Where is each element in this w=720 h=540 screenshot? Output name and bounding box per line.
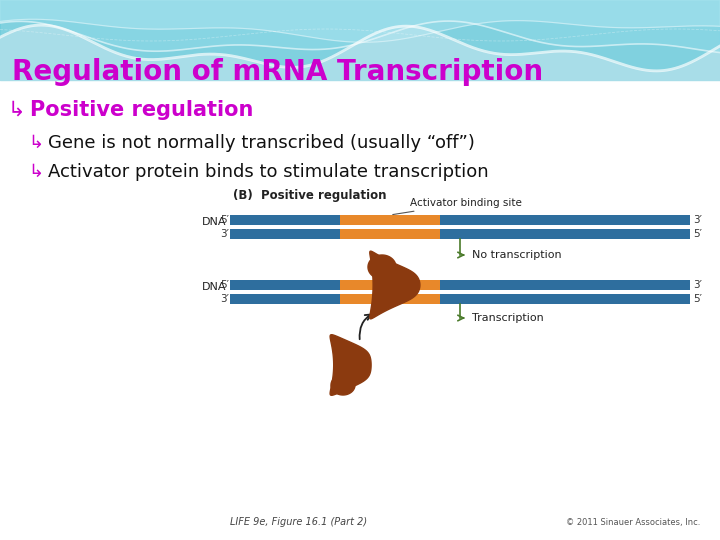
- Text: 3′: 3′: [693, 215, 702, 225]
- Text: 3′: 3′: [693, 280, 702, 290]
- Text: ↳: ↳: [8, 100, 25, 120]
- Bar: [340, 280, 440, 290]
- Text: 5′: 5′: [693, 294, 702, 304]
- Text: Regulation of mRNA Transcription: Regulation of mRNA Transcription: [12, 58, 543, 86]
- Text: 5′: 5′: [220, 280, 229, 290]
- Bar: [440, 215, 690, 225]
- Polygon shape: [368, 255, 396, 279]
- Bar: [440, 280, 690, 290]
- Bar: [230, 280, 340, 290]
- Bar: [340, 215, 440, 225]
- Text: ↳: ↳: [28, 163, 43, 181]
- Bar: [440, 294, 690, 304]
- Polygon shape: [376, 265, 396, 281]
- Text: No transcription: No transcription: [472, 250, 562, 260]
- Text: Activator binding site: Activator binding site: [392, 198, 522, 214]
- Text: 3′: 3′: [220, 229, 229, 239]
- Text: © 2011 Sinauer Associates, Inc.: © 2011 Sinauer Associates, Inc.: [566, 517, 700, 526]
- Bar: [230, 294, 340, 304]
- Text: Positive regulation: Positive regulation: [30, 100, 253, 120]
- Text: DNA: DNA: [202, 217, 227, 227]
- Bar: [230, 215, 340, 225]
- Text: LIFE 9e, Figure 16.1 (Part 2): LIFE 9e, Figure 16.1 (Part 2): [230, 517, 367, 527]
- Text: 5′: 5′: [693, 229, 702, 239]
- Bar: [340, 294, 440, 304]
- Text: DNA: DNA: [202, 282, 227, 292]
- Polygon shape: [330, 335, 371, 395]
- Polygon shape: [331, 375, 355, 395]
- Text: Gene is not normally transcribed (usually “off”): Gene is not normally transcribed (usuall…: [48, 134, 475, 152]
- Bar: [440, 229, 690, 239]
- Bar: [230, 229, 340, 239]
- Text: Transcription: Transcription: [472, 313, 544, 323]
- Text: Activator protein binds to stimulate transcription: Activator protein binds to stimulate tra…: [48, 163, 489, 181]
- Text: ↳: ↳: [28, 134, 43, 152]
- Polygon shape: [370, 251, 420, 319]
- Bar: [340, 229, 440, 239]
- Text: 3′: 3′: [220, 294, 229, 304]
- Text: 5′: 5′: [220, 215, 229, 225]
- Bar: [230, 290, 690, 294]
- Bar: [230, 225, 690, 229]
- Text: (B)  Positive regulation: (B) Positive regulation: [233, 188, 387, 201]
